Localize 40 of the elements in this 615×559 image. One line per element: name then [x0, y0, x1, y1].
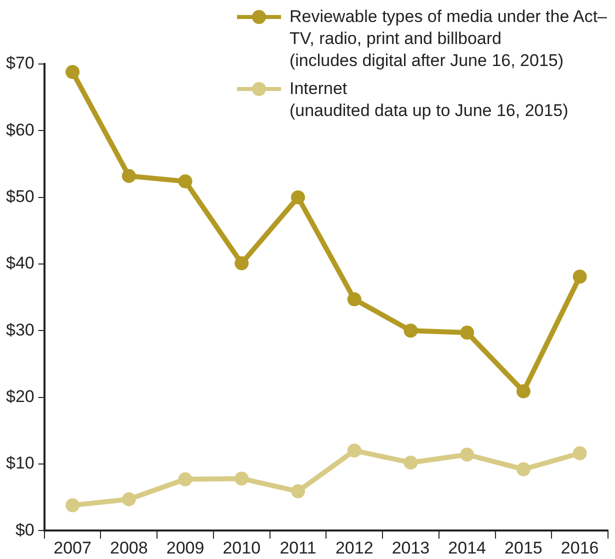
- point: [178, 174, 192, 188]
- point: [291, 484, 305, 498]
- y-tick-label: $70: [6, 54, 34, 73]
- x-tick-label: 2016: [560, 538, 599, 558]
- point: [404, 456, 418, 470]
- point: [122, 492, 136, 506]
- x-tick-label: 2010: [222, 538, 261, 558]
- x-tick-label: 2014: [448, 538, 486, 558]
- x-tick-label: 2009: [166, 538, 204, 558]
- y-tick-label: $50: [6, 187, 34, 206]
- y-tick-label: $40: [6, 254, 34, 273]
- point: [516, 462, 530, 476]
- x-tick-label: 2015: [504, 538, 542, 558]
- point: [122, 168, 136, 183]
- point: [66, 498, 80, 512]
- point: [516, 384, 530, 398]
- point: [460, 326, 474, 340]
- y-tick-label: $20: [6, 386, 34, 406]
- x-tick-label: 2007: [54, 538, 92, 558]
- point: [347, 292, 362, 306]
- y-tick-label: $60: [6, 120, 34, 140]
- y-tick-label: $10: [6, 454, 34, 473]
- point: [572, 270, 587, 284]
- y-tick-label: $0: [15, 520, 34, 540]
- point: [234, 256, 249, 270]
- point: [347, 444, 362, 458]
- y-tick-label: $30: [6, 320, 34, 340]
- x-tick-label: 2011: [280, 538, 316, 558]
- point: [404, 324, 418, 338]
- point: [234, 472, 249, 486]
- point: [572, 446, 587, 460]
- legend-label: Reviewable types of media under the Act– TV, radio, print and billboard (includes digital after June 16, 2015): [289, 6, 607, 72]
- point: [66, 65, 80, 79]
- point: [291, 190, 305, 204]
- point: [460, 448, 474, 462]
- x-tick-label: 2008: [110, 538, 148, 558]
- point: [178, 472, 192, 486]
- legend-label: Internet (unaudited data up to June 16, 2015): [289, 78, 568, 122]
- x-tick-label: 2012: [335, 538, 374, 558]
- x-tick-label: 2013: [392, 538, 430, 558]
